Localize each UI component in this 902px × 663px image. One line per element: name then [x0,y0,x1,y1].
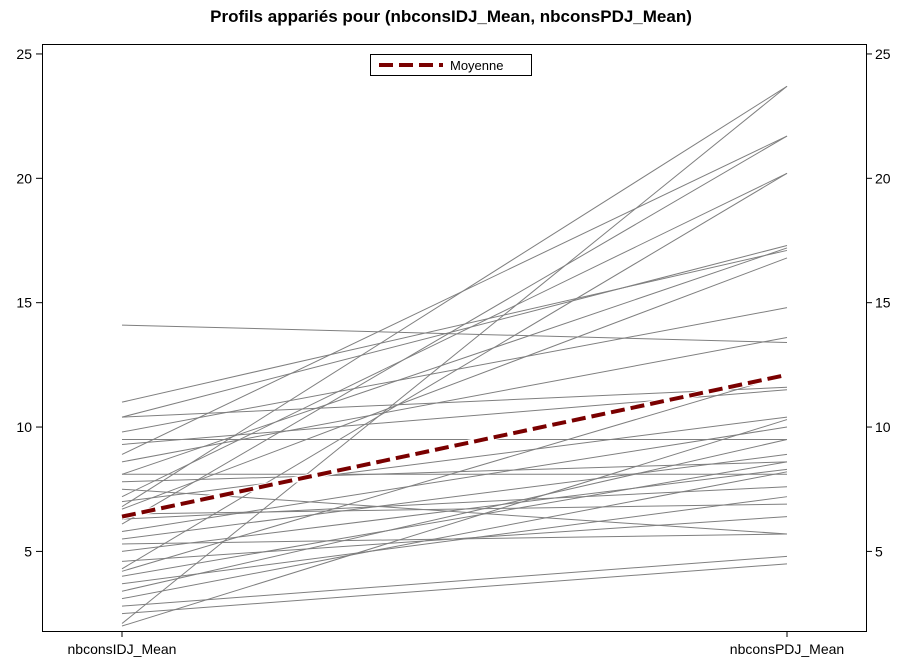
y-tick-label-right-15: 15 [875,295,891,311]
legend-label: Moyenne [450,58,503,73]
profile-line-11 [121,247,788,475]
profile-line-30 [121,438,788,592]
y-tick-label-right-5: 5 [875,543,883,559]
profile-line-20 [121,135,788,525]
x-tick-label-1: nbconsIDJ_Mean [68,641,177,657]
legend-box [370,54,532,76]
profile-line-32 [121,555,788,607]
profile-line-22 [121,453,788,540]
plot-frame [42,44,867,632]
y-tick-label-right-25: 25 [875,46,891,62]
chart-title: Profils appariés pour (nbconsIDJ_Mean, n… [210,7,692,26]
profile-line-34 [121,85,788,624]
profile-line-29 [121,496,788,585]
profile-line-15 [121,416,788,503]
profile-line-19 [121,486,788,520]
profile-line-33 [121,563,788,615]
y-tick-label-left-15: 15 [16,295,32,311]
profile-line-26 [121,172,788,570]
profile-line-14 [121,172,788,498]
profile-line-35 [121,419,788,627]
profile-line-8 [121,135,788,455]
y-tick-label-right-10: 10 [875,419,891,435]
profile-line-9 [121,337,788,463]
profile-line-13 [121,488,788,535]
profile-line-4 [121,386,788,418]
x-tick-label-2: nbconsPDJ_Mean [730,641,844,657]
mean-line-group [121,371,788,520]
mean-line [121,372,788,519]
profile-lines [121,85,788,627]
profile-line-1 [121,324,788,343]
profile-line-17 [121,257,788,510]
profile-line-2 [121,249,788,403]
profile-line-31 [121,471,788,600]
y-tick-label-right-20: 20 [875,170,891,186]
x-axis: nbconsIDJ_Mean nbconsPDJ_Mean [68,631,844,657]
profile-line-28 [121,461,788,577]
profile-line-18 [121,503,788,515]
y-axis-right: 5 10 15 20 25 [866,46,891,559]
profile-line-25 [121,516,788,562]
y-tick-label-left-5: 5 [24,543,32,559]
y-tick-label-left-20: 20 [16,170,32,186]
profile-line-21 [121,426,788,533]
profile-line-3 [121,244,788,418]
y-tick-label-left-25: 25 [16,46,32,62]
legend: Moyenne [370,54,532,76]
y-tick-label-left-10: 10 [16,419,32,435]
profile-line-27 [121,374,788,572]
y-axis-left: 5 10 15 20 25 [16,46,42,559]
profile-line-24 [121,468,788,552]
profile-line-5 [121,307,788,433]
profile-line-16 [121,85,788,508]
